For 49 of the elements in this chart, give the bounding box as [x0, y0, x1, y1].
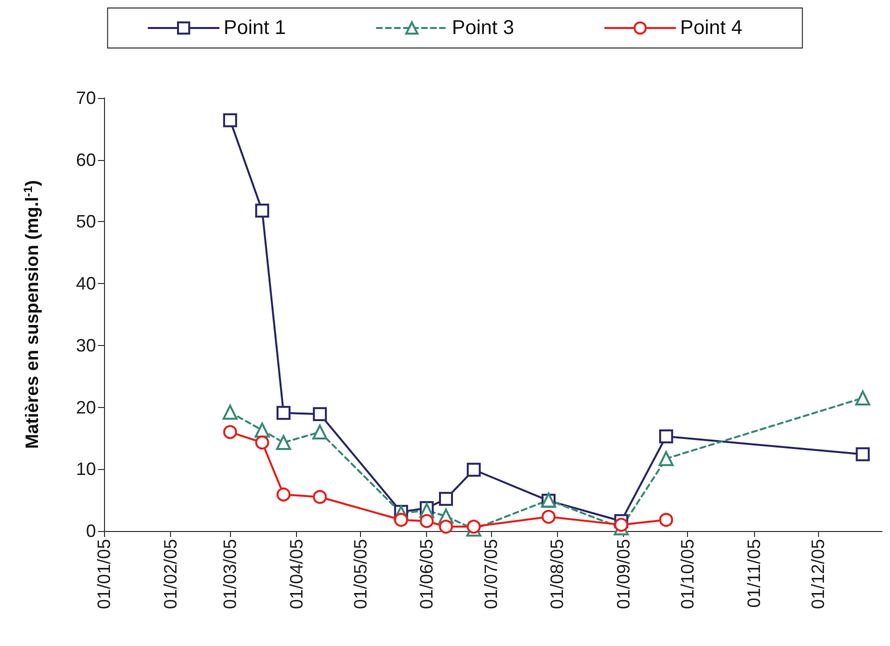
y-axis-title: Matières en suspension (mg.l-1): [21, 180, 42, 449]
point: [466, 462, 481, 477]
x-tick-label: 01/05/05: [350, 539, 370, 610]
y-tick-label: 70: [76, 88, 96, 108]
x-tick-label: 01/11/05: [744, 539, 764, 608]
x-tick-label: 01/07/05: [480, 539, 501, 610]
point: [614, 518, 628, 532]
point: [254, 422, 270, 438]
y-tick-label: 10: [76, 459, 96, 480]
y-tick-label: 30: [76, 335, 96, 356]
x-tick-label: 01/09/05: [613, 539, 634, 610]
point: [420, 514, 434, 528]
x-tick-label: 01/03/05: [220, 539, 240, 610]
point: [856, 447, 870, 462]
legend-label: Point 4: [680, 17, 742, 39]
point: [542, 510, 556, 524]
x-tick-label: 01/06/05: [416, 539, 437, 610]
y-tick-label: 20: [76, 397, 96, 418]
point: [438, 492, 453, 506]
y-tick-label: 0: [86, 521, 96, 541]
point: [255, 204, 270, 218]
point: [312, 407, 327, 422]
point: [312, 424, 328, 440]
x-tick-label: 01/02/05: [160, 539, 180, 610]
point: [276, 406, 291, 420]
point: [312, 490, 327, 504]
point: [223, 113, 238, 128]
point: [255, 436, 270, 450]
x-tick-label: 01/08/05: [547, 539, 568, 610]
legend-label: Point 3: [452, 17, 514, 39]
point: [222, 404, 238, 420]
x-tick-label: 01/04/05: [286, 539, 306, 610]
point: [394, 512, 408, 527]
point: [659, 512, 674, 527]
point: [658, 451, 674, 466]
x-tick-label: 01/10/05: [678, 539, 698, 610]
x-tick-label: 01/12/05: [808, 539, 828, 610]
point: [855, 390, 870, 406]
point: [223, 425, 238, 440]
x-tick-label: 01/01/05: [94, 539, 114, 610]
y-tick-label: 40: [76, 274, 96, 294]
point: [466, 520, 481, 534]
legend-label: Point 1: [224, 17, 286, 39]
y-tick-label: 60: [76, 150, 96, 170]
point: [659, 429, 674, 444]
point: [276, 488, 291, 502]
y-tick-label: 50: [76, 212, 96, 232]
point: [438, 520, 453, 534]
point: [276, 435, 292, 450]
